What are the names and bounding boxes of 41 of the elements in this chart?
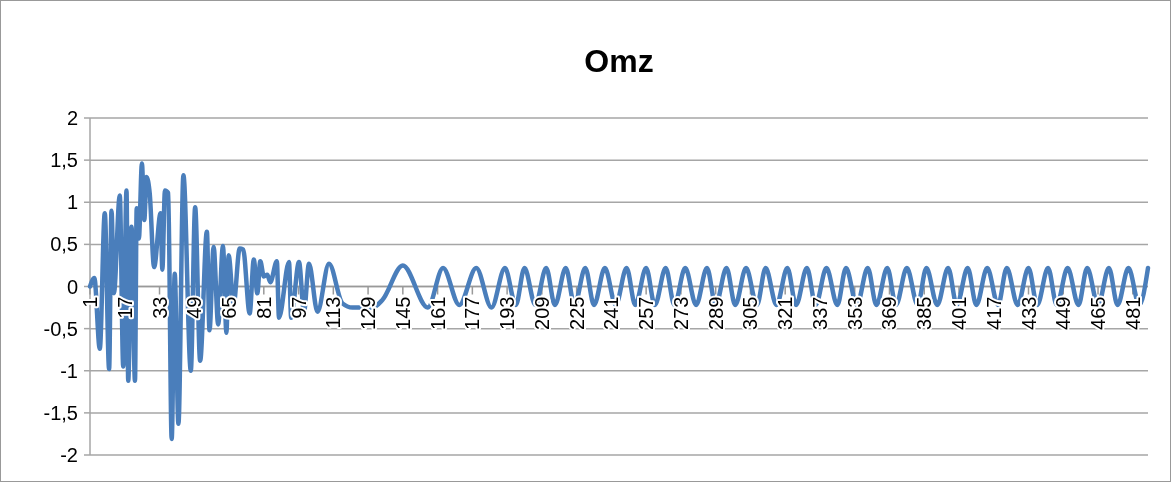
- x-tick-label: 289: [704, 296, 727, 330]
- x-tick-label: 465: [1087, 296, 1110, 330]
- x-tick-label: 49: [183, 296, 206, 319]
- y-tick-label: 1,5: [50, 149, 78, 172]
- x-tick-label: 17: [113, 296, 136, 319]
- x-tick-label: 273: [669, 296, 692, 330]
- y-tick-label: 1: [66, 191, 78, 214]
- x-tick-label: 401: [947, 296, 970, 330]
- y-tick-label: -2: [60, 444, 78, 466]
- x-tick-label: 145: [391, 296, 414, 330]
- x-tick-label: 481: [1121, 296, 1144, 330]
- x-tick-label: 81: [252, 296, 275, 319]
- x-tick-label: 113: [322, 296, 345, 329]
- x-tick-label: 97: [287, 296, 310, 319]
- y-tick-label: -1: [60, 359, 78, 382]
- chart-title: Omz: [584, 43, 654, 79]
- x-tick-label: 369: [878, 296, 901, 330]
- x-tick-label: 209: [530, 296, 553, 330]
- x-tick-label: 193: [496, 296, 519, 330]
- x-tick-label: 433: [1017, 296, 1040, 330]
- y-tick-label: -0,5: [43, 317, 78, 340]
- x-tick-label: 129: [357, 296, 380, 330]
- y-tick-label: 0: [66, 275, 78, 298]
- y-tick-label: 2: [66, 107, 78, 129]
- x-tick-label: 385: [913, 296, 936, 330]
- x-tick-label: 1: [79, 296, 101, 308]
- y-tick-label: 0,5: [50, 233, 78, 256]
- x-tick-label: 33: [148, 296, 171, 319]
- x-tick-label: 257: [635, 296, 658, 330]
- x-tick-label: 417: [982, 296, 1005, 330]
- x-tick-label: 321: [774, 296, 797, 330]
- x-tick-label: 337: [808, 296, 831, 330]
- x-tick-label: 65: [218, 296, 241, 319]
- x-tick-label: 353: [843, 296, 866, 330]
- y-tick-label: -1,5: [43, 401, 78, 424]
- x-tick-label: 449: [1052, 296, 1075, 330]
- x-tick-label: 225: [565, 296, 588, 330]
- x-tick-label: 177: [461, 296, 484, 330]
- x-tick-label: 161: [426, 296, 449, 330]
- x-tick-label: 241: [600, 296, 623, 330]
- x-tick-label: 305: [739, 296, 762, 330]
